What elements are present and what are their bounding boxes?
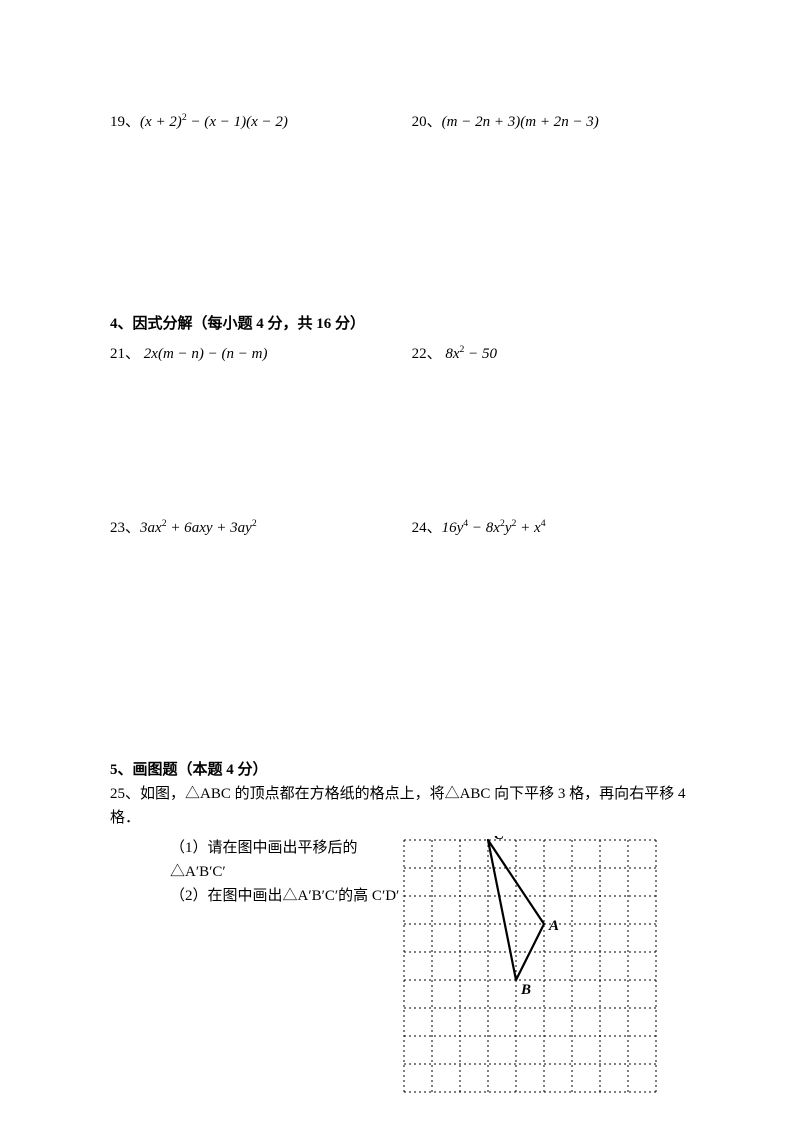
q24-expr: 16y4 − 8x2y2 + x4 [442,520,546,536]
workspace-gap-2 [110,366,690,516]
question-24: 24、16y4 − 8x2y2 + x4 [412,516,690,540]
svg-text:B: B [520,982,531,998]
question-22: 22、 8x2 − 50 [412,342,690,366]
q25-body: （1）请在图中画出平移后的△A′B′C′ （2）在图中画出△A′B′C′的高 C… [110,836,690,1096]
grid-svg: C A B [400,836,660,1096]
q20-num: 20、 [412,114,442,130]
q19-expr: (x + 2)2 − (x − 1)(x − 2) [140,114,288,130]
q25-intro-line2: 格． [110,806,690,830]
question-21: 21、 2x(m − n) − (n − m) [110,342,388,366]
question-19: 19、(x + 2)2 − (x − 1)(x − 2) [110,110,388,134]
workspace-gap-1 [110,134,690,304]
section-4-title: 4、因式分解（每小题 4 分，共 16 分） [110,312,690,336]
q24-num: 24、 [412,520,442,536]
row-q23-q24: 23、3ax2 + 6axy + 3ay2 24、16y4 − 8x2y2 + … [110,516,690,540]
q19-num: 19、 [110,114,140,130]
q23-num: 23、 [110,520,140,536]
q22-expr: 8x2 − 50 [445,346,497,362]
svg-text:A: A [548,918,559,934]
q25-sub2: （2）在图中画出△A′B′C′的高 C′D′ [170,884,400,908]
row-q21-q22: 21、 2x(m − n) − (n − m) 22、 8x2 − 50 [110,342,690,366]
section-5-title: 5、画图题（本题 4 分） [110,758,690,782]
question-23: 23、3ax2 + 6axy + 3ay2 [110,516,388,540]
row-q19-q20: 19、(x + 2)2 − (x − 1)(x − 2) 20、(m − 2n … [110,110,690,134]
workspace-gap-3 [110,540,690,750]
q25-sub1: （1）请在图中画出平移后的△A′B′C′ [170,836,400,884]
q21-num: 21、 [110,346,144,362]
q23-expr: 3ax2 + 6axy + 3ay2 [140,520,257,536]
q25-subquestions: （1）请在图中画出平移后的△A′B′C′ （2）在图中画出△A′B′C′的高 C… [110,836,400,1096]
triangle-grid-figure: C A B [400,836,680,1096]
q20-expr: (m − 2n + 3)(m + 2n − 3) [442,114,599,130]
question-20: 20、(m − 2n + 3)(m + 2n − 3) [412,110,690,134]
q21-expr: 2x(m − n) − (n − m) [144,346,268,362]
q22-num: 22、 [412,346,446,362]
q25-intro-line1: 25、如图，△ABC 的顶点都在方格纸的格点上，将△ABC 向下平移 3 格，再… [110,782,690,806]
svg-text:C: C [494,836,505,843]
